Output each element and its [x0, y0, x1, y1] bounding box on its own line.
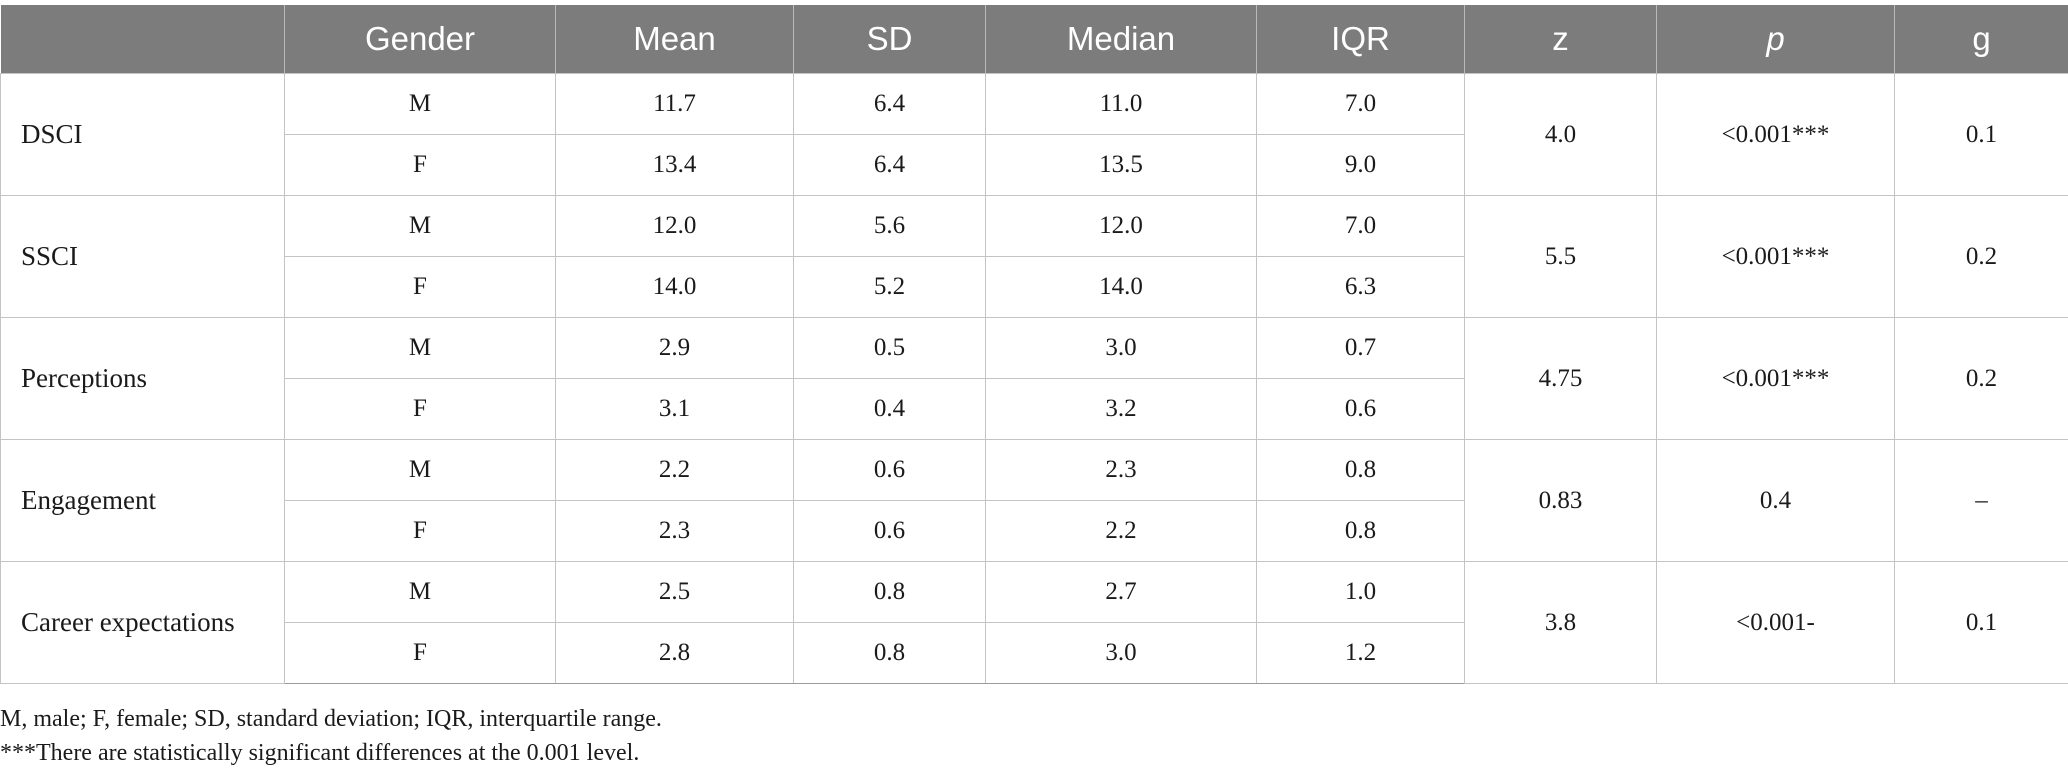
- sd-cell: 0.8: [793, 622, 986, 684]
- sd-cell: 6.4: [793, 73, 986, 135]
- gender-cell: M: [284, 73, 556, 135]
- table-row: Perceptions M 2.9 0.5 3.0 0.7 4.75 <0.00…: [0, 317, 2068, 440]
- gender-cell: M: [284, 439, 556, 501]
- header-g: g: [1894, 5, 2068, 74]
- median-cell: 2.3: [985, 439, 1257, 501]
- median-cell: 3.0: [985, 317, 1257, 379]
- median-cell: 12.0: [985, 195, 1257, 257]
- variable-cell: Career expectations: [0, 561, 285, 684]
- header-gender: Gender: [284, 5, 556, 74]
- mean-cell: 12.0: [555, 195, 794, 257]
- abbreviation-footnote: M, male; F, female; SD, standard deviati…: [0, 706, 662, 732]
- header-mean: Mean: [555, 5, 794, 74]
- z-cell: 4.75: [1464, 317, 1657, 440]
- mean-cell: 11.7: [555, 73, 794, 135]
- table-row: F 2.3 0.6 2.2 0.8: [1, 500, 2068, 562]
- mean-cell: 2.3: [555, 500, 794, 562]
- table-header: Gender Mean SD Median IQR z p g: [0, 5, 2068, 74]
- sd-cell: 6.4: [793, 134, 986, 196]
- table-row: Career expectations M 2.5 0.8 2.7 1.0 3.…: [0, 561, 2068, 684]
- gender-cell: M: [284, 317, 556, 379]
- sd-cell: 0.4: [793, 378, 986, 440]
- significance-footnote: ***There are statistically significant d…: [0, 740, 640, 766]
- header-iqr: IQR: [1256, 5, 1465, 74]
- median-cell: 3.2: [985, 378, 1257, 440]
- p-cell: <0.001***: [1656, 73, 1895, 196]
- table-row: F 14.0 5.2 14.0 6.3: [1, 256, 2068, 318]
- sd-cell: 5.2: [793, 256, 986, 318]
- mean-cell: 2.8: [555, 622, 794, 684]
- g-cell: 0.1: [1894, 561, 2068, 684]
- g-cell: 0.2: [1894, 195, 2068, 318]
- variable-cell: DSCI: [0, 73, 285, 196]
- sd-cell: 0.8: [793, 561, 986, 623]
- header-median: Median: [985, 5, 1257, 74]
- mean-cell: 3.1: [555, 378, 794, 440]
- table-row: F 2.8 0.8 3.0 1.2: [1, 622, 2068, 684]
- table-footnotes: M, male; F, female; SD, standard deviati…: [0, 702, 662, 770]
- median-cell: 3.0: [985, 622, 1257, 684]
- gender-cell: F: [284, 256, 556, 318]
- table-row: SSCI M 12.0 5.6 12.0 7.0 5.5 <0.001*** 0…: [0, 195, 2068, 318]
- gender-cell: F: [284, 378, 556, 440]
- z-cell: 3.8: [1464, 561, 1657, 684]
- table-row: F 13.4 6.4 13.5 9.0: [1, 134, 2068, 196]
- iqr-cell: 9.0: [1256, 134, 1465, 196]
- mean-cell: 14.0: [555, 256, 794, 318]
- p-cell: 0.4: [1656, 439, 1895, 562]
- header-p: p: [1656, 5, 1895, 74]
- mean-cell: 2.2: [555, 439, 794, 501]
- header-variable: [0, 5, 285, 74]
- iqr-cell: 1.0: [1256, 561, 1465, 623]
- iqr-cell: 0.8: [1256, 500, 1465, 562]
- g-cell: –: [1894, 439, 2068, 562]
- iqr-cell: 7.0: [1256, 73, 1465, 135]
- p-cell: <0.001***: [1656, 317, 1895, 440]
- table-row: DSCI M 11.7 6.4 11.0 7.0 4.0 <0.001*** 0…: [0, 73, 2068, 196]
- z-cell: 5.5: [1464, 195, 1657, 318]
- iqr-cell: 0.6: [1256, 378, 1465, 440]
- gender-cell: F: [284, 134, 556, 196]
- variable-cell: SSCI: [0, 195, 285, 318]
- statistics-table: Gender Mean SD Median IQR z p g DSCI M 1…: [0, 5, 2068, 684]
- median-cell: 2.2: [985, 500, 1257, 562]
- mean-cell: 13.4: [555, 134, 794, 196]
- median-cell: 13.5: [985, 134, 1257, 196]
- table-body: DSCI M 11.7 6.4 11.0 7.0 4.0 <0.001*** 0…: [0, 73, 2068, 684]
- gender-cell: F: [284, 500, 556, 562]
- table-row: Engagement M 2.2 0.6 2.3 0.8 0.83 0.4 –: [0, 439, 2068, 562]
- g-cell: 0.1: [1894, 73, 2068, 196]
- sd-cell: 5.6: [793, 195, 986, 257]
- header-sd: SD: [793, 5, 986, 74]
- iqr-cell: 7.0: [1256, 195, 1465, 257]
- variable-cell: Engagement: [0, 439, 285, 562]
- gender-cell: F: [284, 622, 556, 684]
- iqr-cell: 6.3: [1256, 256, 1465, 318]
- p-cell: <0.001-: [1656, 561, 1895, 684]
- iqr-cell: 1.2: [1256, 622, 1465, 684]
- table-row: F 3.1 0.4 3.2 0.6: [1, 378, 2068, 440]
- sd-cell: 0.6: [793, 500, 986, 562]
- iqr-cell: 0.8: [1256, 439, 1465, 501]
- sd-cell: 0.6: [793, 439, 986, 501]
- sd-cell: 0.5: [793, 317, 986, 379]
- gender-cell: M: [284, 561, 556, 623]
- mean-cell: 2.9: [555, 317, 794, 379]
- gender-cell: M: [284, 195, 556, 257]
- header-z: z: [1464, 5, 1657, 74]
- z-cell: 4.0: [1464, 73, 1657, 196]
- variable-cell: Perceptions: [0, 317, 285, 440]
- median-cell: 14.0: [985, 256, 1257, 318]
- header-row: Gender Mean SD Median IQR z p g: [0, 5, 2068, 74]
- iqr-cell: 0.7: [1256, 317, 1465, 379]
- p-cell: <0.001***: [1656, 195, 1895, 318]
- z-cell: 0.83: [1464, 439, 1657, 562]
- mean-cell: 2.5: [555, 561, 794, 623]
- median-cell: 11.0: [985, 73, 1257, 135]
- g-cell: 0.2: [1894, 317, 2068, 440]
- median-cell: 2.7: [985, 561, 1257, 623]
